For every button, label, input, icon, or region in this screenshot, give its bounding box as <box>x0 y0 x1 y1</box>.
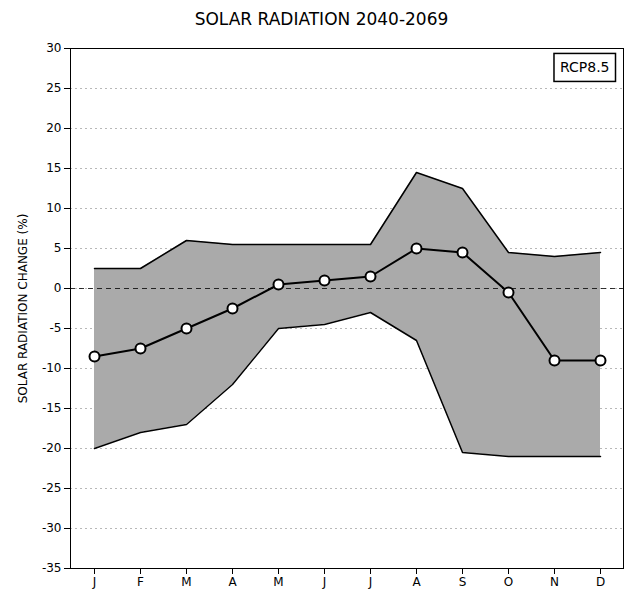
svg-text:-30: -30 <box>42 521 62 535</box>
svg-text:N: N <box>550 575 559 589</box>
svg-text:-15: -15 <box>42 401 62 415</box>
svg-text:M: M <box>181 575 191 589</box>
svg-text:O: O <box>504 575 513 589</box>
svg-text:A: A <box>228 575 237 589</box>
html-text:SOLAR RADIATION 2040-2069: SOLAR RADIATION 2040-2069 <box>194 9 449 29</box>
svg-text:J: J <box>368 575 373 589</box>
svg-text:0: 0 <box>54 281 62 295</box>
svg-text:-35: -35 <box>42 561 62 575</box>
svg-text:M: M <box>273 575 283 589</box>
svg-text:-20: -20 <box>42 441 62 455</box>
svg-text:-25: -25 <box>42 481 62 495</box>
svg-text:SOLAR RADIATION CHANGE (%): SOLAR RADIATION CHANGE (%) <box>16 214 30 404</box>
svg-text:-10: -10 <box>42 361 62 375</box>
svg-text:20: 20 <box>46 121 61 135</box>
svg-text:S: S <box>459 575 467 589</box>
svg-text:5: 5 <box>54 241 62 255</box>
svg-text:-5: -5 <box>50 321 62 335</box>
svg-text:15: 15 <box>46 161 61 175</box>
svg-text:J: J <box>92 575 97 589</box>
svg-text:F: F <box>137 575 144 589</box>
svg-text:J: J <box>322 575 327 589</box>
svg-text:30: 30 <box>46 41 61 55</box>
svg-text:10: 10 <box>46 201 61 215</box>
svg-text:25: 25 <box>46 81 61 95</box>
svg-text:D: D <box>596 575 605 589</box>
svg-text:A: A <box>412 575 421 589</box>
svg-text:RCP8.5: RCP8.5 <box>560 59 610 75</box>
